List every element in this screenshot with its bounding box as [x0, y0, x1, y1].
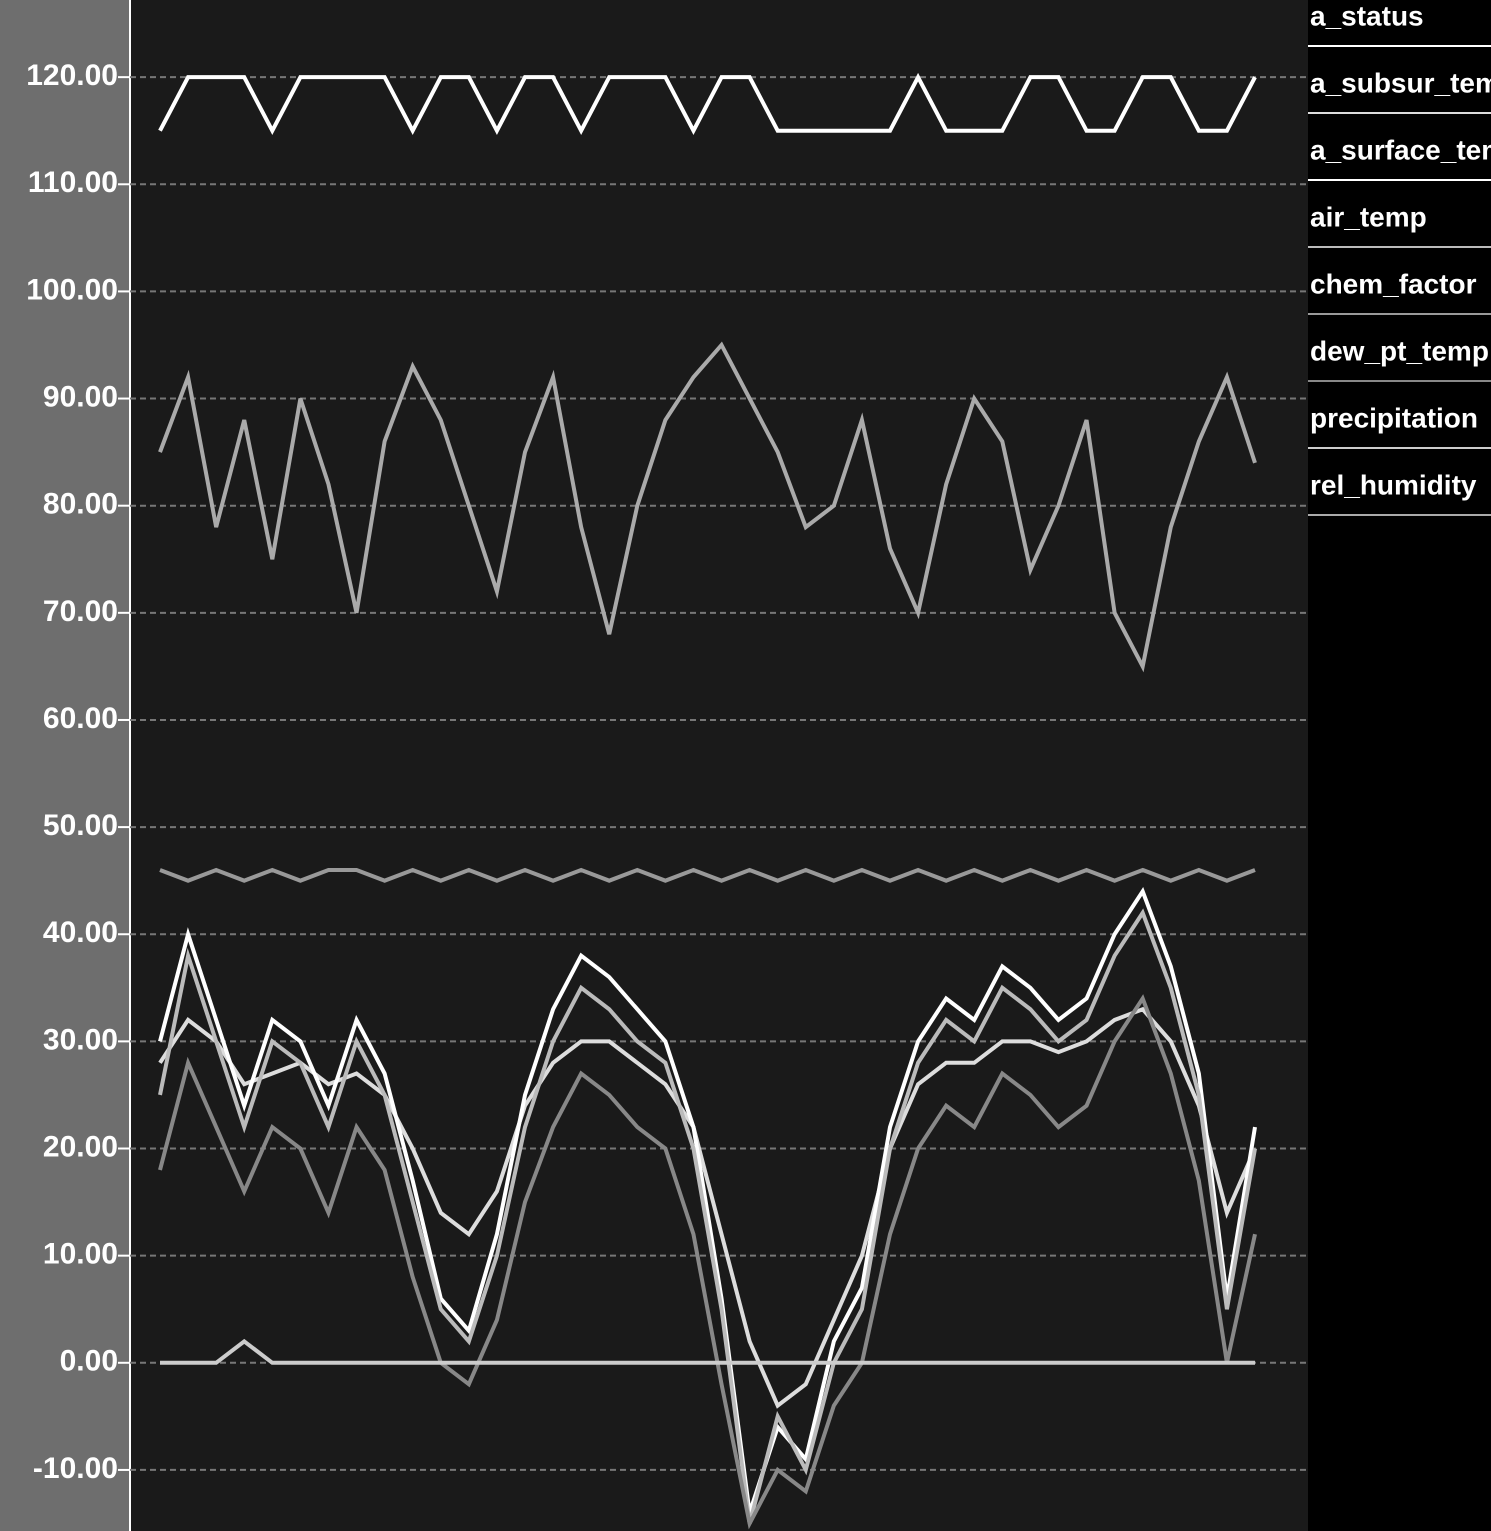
series-line — [158, 908, 1257, 1525]
legend-label: dew_pt_temp — [1310, 335, 1489, 366]
legend-label: a_subsur_temp — [1310, 67, 1491, 98]
legend-label: precipitation — [1310, 402, 1478, 433]
y-tick-label: -10.00 — [33, 1452, 118, 1485]
y-tick-label: 30.00 — [43, 1023, 118, 1056]
series-line — [158, 72, 1257, 136]
y-tick-label: 10.00 — [43, 1238, 118, 1271]
legend-label: chem_factor — [1310, 268, 1477, 299]
y-tick-label: 50.00 — [43, 809, 118, 842]
legend-label: a_surface_temp — [1310, 134, 1491, 165]
y-tick-label: 110.00 — [28, 166, 118, 199]
y-tick-label: 120.00 — [26, 59, 118, 92]
y-tick-label: 60.00 — [43, 702, 118, 735]
series-line — [158, 886, 1257, 1514]
y-tick-label: 80.00 — [43, 488, 118, 521]
series-line — [158, 994, 1257, 1530]
y-tick-label: 70.00 — [43, 595, 118, 628]
y-tick-label: 100.00 — [26, 273, 118, 306]
legend-label: rel_humidity — [1310, 469, 1477, 500]
series-line — [158, 341, 1257, 673]
series-line — [159, 867, 1256, 883]
legend-label: air_temp — [1310, 201, 1427, 232]
axis-panel — [0, 0, 130, 1531]
y-tick-label: 0.00 — [60, 1345, 118, 1378]
y-tick-label: 90.00 — [43, 380, 118, 413]
legend-label: a_status — [1310, 0, 1424, 31]
y-tick-label: 40.00 — [43, 916, 118, 949]
y-tick-label: 20.00 — [43, 1130, 118, 1163]
series-line — [160, 1338, 1255, 1365]
